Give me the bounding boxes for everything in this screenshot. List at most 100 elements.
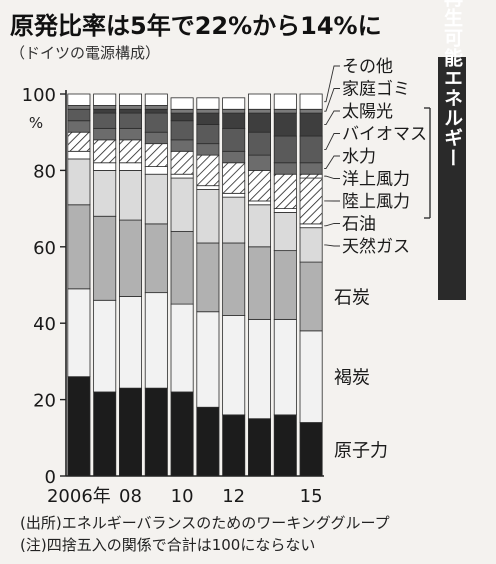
bar-segment-原子力-14 (273, 414, 297, 477)
bar-segment-陸上風力-2006年 (67, 131, 91, 152)
y-tick-label-100: 100 (22, 85, 56, 106)
bar-segment-陸上風力-14 (273, 173, 297, 210)
bar-segment-天然ガス-12 (222, 196, 246, 244)
bar-segment-太陽光-15 (299, 112, 323, 137)
bar-segment-褐炭-10 (170, 303, 194, 393)
bar-segment-石油-13 (248, 200, 271, 206)
bar-segment-家庭ゴミ-10 (170, 108, 194, 114)
bar-segment-原子力-07 (93, 391, 117, 477)
bar-segment-家庭ゴミ-11 (196, 108, 220, 114)
bar-segment-陸上風力-15 (299, 177, 323, 225)
bar-segment-水力-14 (273, 162, 297, 175)
bar-segment-褐炭-2006年 (67, 288, 91, 378)
bar-segment-水力-07 (93, 127, 117, 141)
bar-segment-褐炭-12 (222, 315, 246, 416)
bar-segment-石油-14 (273, 208, 297, 213)
bar-segment-石炭-11 (196, 242, 220, 313)
bar-segment-バイオマス-15 (299, 135, 323, 164)
bar-segment-天然ガス-14 (273, 212, 297, 252)
axes: 0 20 40 60 80 100 2006年 08 10 12 15 (22, 85, 324, 507)
bar-segment-石油-07 (93, 162, 117, 171)
bar-segment-石炭-14 (273, 250, 297, 320)
leader-line-水力 (324, 155, 340, 169)
bar-segment-褐炭-09 (144, 292, 168, 389)
bar-segment-水力-15 (299, 162, 323, 175)
bar-segment-その他-13 (248, 93, 271, 110)
chart-title: 原発比率は5年で22%から14%に (10, 12, 382, 40)
bar-segment-石炭-15 (299, 261, 323, 332)
bar-segment-バイオマス-09 (144, 112, 168, 133)
leader-line-洋上風力 (324, 175, 340, 179)
bar-segment-石炭-07 (93, 215, 117, 301)
bar-segment-バイオマス-07 (93, 112, 117, 129)
bar-segment-陸上風力-10 (170, 150, 194, 175)
bar-segment-その他-15 (299, 93, 323, 110)
bar-segment-原子力-09 (144, 387, 168, 477)
bar-segment-その他-08 (119, 93, 142, 106)
bar-segment-家庭ゴミ-12 (222, 108, 246, 114)
leader-line-バイオマス (324, 133, 340, 150)
bar-segment-石油-12 (222, 192, 246, 198)
renewables-label-box (438, 57, 466, 300)
bar-segment-水力-08 (119, 127, 142, 141)
bar-segment-天然ガス-10 (170, 177, 194, 232)
bar-segment-原子力-13 (248, 418, 271, 477)
bar-segment-石油-15 (299, 223, 323, 229)
bar-segment-原子力-08 (119, 387, 142, 477)
legend-label-陸上風力: 陸上風力 (342, 192, 410, 212)
bar-segment-太陽光-10 (170, 112, 194, 122)
renewables-bracket: 再生可能エネルギー (424, 0, 466, 300)
bar-segment-バイオマス-2006年 (67, 108, 91, 122)
leader-line-天然ガス (324, 244, 340, 247)
leader-line-石油 (324, 223, 340, 227)
bar-segment-水力-10 (170, 139, 194, 152)
x-tick-label-08: 08 (119, 486, 142, 507)
bar-segment-天然ガス-2006年 (67, 158, 91, 206)
bar-segment-天然ガス-07 (93, 169, 117, 217)
bar-segment-石炭-08 (119, 219, 142, 297)
bar-segment-その他-07 (93, 93, 117, 106)
bar-segment-その他-14 (273, 93, 297, 110)
bar-segment-水力-12 (222, 150, 246, 164)
bar-segment-褐炭-14 (273, 318, 297, 416)
bar-segment-石油-09 (144, 166, 168, 175)
bar-segment-天然ガス-11 (196, 189, 220, 244)
bar-segment-水力-2006年 (67, 120, 91, 133)
bar-segment-家庭ゴミ-09 (144, 105, 168, 110)
bar-segment-家庭ゴミ-2006年 (67, 105, 91, 110)
bar-segment-石炭-12 (222, 242, 246, 316)
bar-segment-天然ガス-15 (299, 227, 323, 263)
bar-segment-水力-11 (196, 143, 220, 156)
legend-label-洋上風力: 洋上風力 (342, 170, 410, 190)
bar-segment-原子力-2006年 (67, 376, 91, 477)
bar-segment-その他-09 (144, 93, 168, 106)
bar-segment-家庭ゴミ-13 (248, 108, 271, 114)
bar-segment-バイオマス-13 (248, 131, 271, 156)
bar-segment-原子力-10 (170, 391, 194, 477)
bar-segment-原子力-12 (222, 414, 246, 477)
bar-segment-石炭-10 (170, 231, 194, 305)
legend-label-バイオマス: バイオマス (342, 125, 427, 145)
series-label-原子力: 原子力 (334, 440, 388, 461)
bar-segment-陸上風力-11 (196, 154, 220, 187)
y-tick-label-40: 40 (33, 314, 56, 335)
bar-segment-その他-12 (222, 97, 246, 110)
source-note: (出所)エネルギーバランスのためのワーキンググループ (20, 514, 390, 532)
y-tick-label-0: 0 (45, 467, 56, 488)
bar-segment-家庭ゴミ-14 (273, 108, 297, 114)
bar-segment-褐炭-11 (196, 311, 220, 408)
bar-segment-陸上風力-07 (93, 139, 117, 164)
bar-segment-バイオマス-08 (119, 112, 142, 129)
bar-segment-原子力-15 (299, 422, 323, 477)
legend-label-石油: 石油 (342, 215, 376, 235)
bar-segment-バイオマス-10 (170, 120, 194, 141)
bar-segment-その他-10 (170, 97, 194, 110)
bar-segment-陸上風力-09 (144, 143, 168, 167)
bar-segment-バイオマス-14 (273, 135, 297, 164)
bar-segment-水力-09 (144, 131, 168, 145)
leader-line-家庭ゴミ (324, 88, 340, 112)
bar-segment-洋上風力-15 (299, 173, 323, 179)
